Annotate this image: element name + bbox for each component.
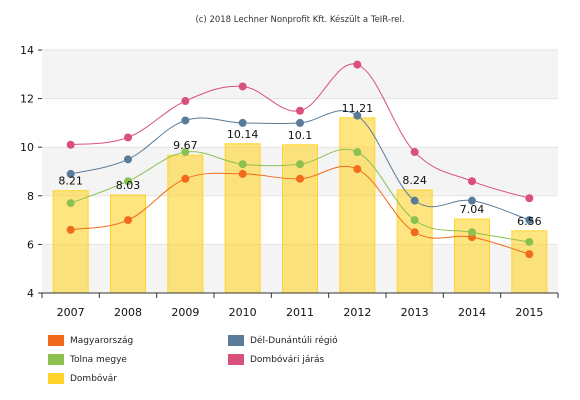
x-tick-label-2008: 2008 xyxy=(114,306,142,319)
point-del-dunantuli-regio-2008 xyxy=(124,155,132,164)
x-tick-label-2012: 2012 xyxy=(343,306,371,319)
bar-2007 xyxy=(52,190,89,294)
legend-label-dombovari-jaras: Dombóvári járás xyxy=(250,354,325,365)
bar-2011 xyxy=(282,144,318,294)
point-dombovari-jaras-2010 xyxy=(238,82,247,91)
bar-2013 xyxy=(396,189,433,294)
bar-2008 xyxy=(110,194,146,294)
series-line-dombovari-jaras xyxy=(70,63,530,199)
legend-item-magyarorszag[interactable]: Magyarország xyxy=(48,335,133,346)
point-tolna-megye-2011 xyxy=(296,160,304,169)
point-del-dunantuli-regio-2013 xyxy=(410,196,419,205)
y-tick-label: 6 xyxy=(27,238,34,251)
point-magyarorszag-2015 xyxy=(525,250,534,259)
point-dombovari-jaras-2011 xyxy=(296,106,304,115)
point-tolna-megye-2009 xyxy=(181,148,190,157)
bar-label-2010: 10.14 xyxy=(227,128,259,141)
point-del-dunantuli-regio-2011 xyxy=(296,118,304,127)
plot-band xyxy=(42,50,558,99)
y-tick-label: 4 xyxy=(27,287,34,300)
point-dombovari-jaras-2008 xyxy=(124,133,132,142)
x-tick-label-2009: 2009 xyxy=(171,306,199,319)
point-tolna-megye-2015 xyxy=(525,237,534,246)
point-del-dunantuli-regio-2010 xyxy=(238,118,247,127)
point-tolna-megye-2013 xyxy=(410,216,419,225)
bar-label-2007: 8.21 xyxy=(58,175,83,188)
legend-item-tolna-megye[interactable]: Tolna megye xyxy=(48,354,127,365)
point-magyarorszag-2009 xyxy=(181,174,190,183)
x-tick-label-2015: 2015 xyxy=(515,306,543,319)
x-tick-label-2007: 2007 xyxy=(57,306,85,319)
legend-swatch-magyarorszag xyxy=(48,335,64,346)
x-tick-label-2010: 2010 xyxy=(229,306,257,319)
legend-swatch-del-dunantuli-regio xyxy=(228,335,244,346)
bar-label-2008: 8.03 xyxy=(116,179,141,192)
point-tolna-megye-2012 xyxy=(353,148,362,157)
bar-label-2009: 9.67 xyxy=(173,139,198,152)
legend-label-dombovar: Dombóvár xyxy=(70,373,117,384)
point-magyarorszag-2010 xyxy=(238,169,247,178)
point-dombovari-jaras-2012 xyxy=(353,60,362,69)
point-magyarorszag-2008 xyxy=(124,216,132,225)
bar-label-2012: 11.21 xyxy=(342,102,374,115)
point-dombovari-jaras-2007 xyxy=(66,140,75,149)
legend-swatch-dombovar xyxy=(48,373,64,384)
point-magyarorszag-2007 xyxy=(66,225,75,234)
point-del-dunantuli-regio-2009 xyxy=(181,116,190,125)
legend-label-magyarorszag: Magyarország xyxy=(70,335,134,346)
legend-swatch-tolna-megye xyxy=(48,354,64,365)
point-dombovari-jaras-2013 xyxy=(410,148,419,157)
series-line-del-dunantuli-regio xyxy=(70,110,530,221)
point-del-dunantuli-regio-2007 xyxy=(66,169,75,178)
y-tick-label: 8 xyxy=(27,190,34,203)
legend-swatch-dombovari-jaras xyxy=(228,354,244,365)
legend-label-del-dunantuli-regio: Dél-Dunántúli régió xyxy=(250,335,338,346)
y-tick-label: 14 xyxy=(20,44,34,57)
point-del-dunantuli-regio-2015 xyxy=(525,216,534,225)
legend-label-tolna-megye: Tolna megye xyxy=(70,354,127,365)
x-tick-label-2014: 2014 xyxy=(458,306,486,319)
point-tolna-megye-2008 xyxy=(124,177,132,186)
point-dombovari-jaras-2009 xyxy=(181,97,190,106)
x-tick-label-2011: 2011 xyxy=(286,306,314,319)
bar-2010 xyxy=(224,143,261,294)
point-del-dunantuli-regio-2012 xyxy=(353,111,362,120)
x-tick-label-2013: 2013 xyxy=(401,306,429,319)
y-tick-label: 12 xyxy=(20,93,34,106)
point-tolna-megye-2007 xyxy=(66,199,75,208)
point-dombovari-jaras-2015 xyxy=(525,194,534,203)
point-tolna-megye-2014 xyxy=(468,228,476,237)
y-tick-label: 10 xyxy=(20,141,34,154)
legend-item-del-dunantuli-regio[interactable]: Dél-Dunántúli régió xyxy=(228,335,338,346)
chart-title: (c) 2018 Lechner Nonprofit Kft. Készült … xyxy=(195,14,404,25)
point-dombovari-jaras-2014 xyxy=(468,177,476,186)
bar-label-2013: 8.24 xyxy=(402,174,427,187)
point-tolna-megye-2010 xyxy=(238,160,247,169)
bar-label-2011: 10.1 xyxy=(288,129,313,142)
point-magyarorszag-2011 xyxy=(296,174,304,183)
legend-item-dombovari-jaras[interactable]: Dombóvári járás xyxy=(228,354,324,365)
bar-2012 xyxy=(339,117,376,294)
point-del-dunantuli-regio-2014 xyxy=(468,196,476,205)
point-magyarorszag-2012 xyxy=(353,165,362,174)
bar-label-2015: 6.56 xyxy=(517,215,542,228)
legend-item-dombovar[interactable]: Dombóvár xyxy=(48,373,117,384)
point-magyarorszag-2013 xyxy=(410,228,419,237)
bar-label-2014: 7.04 xyxy=(460,203,485,216)
